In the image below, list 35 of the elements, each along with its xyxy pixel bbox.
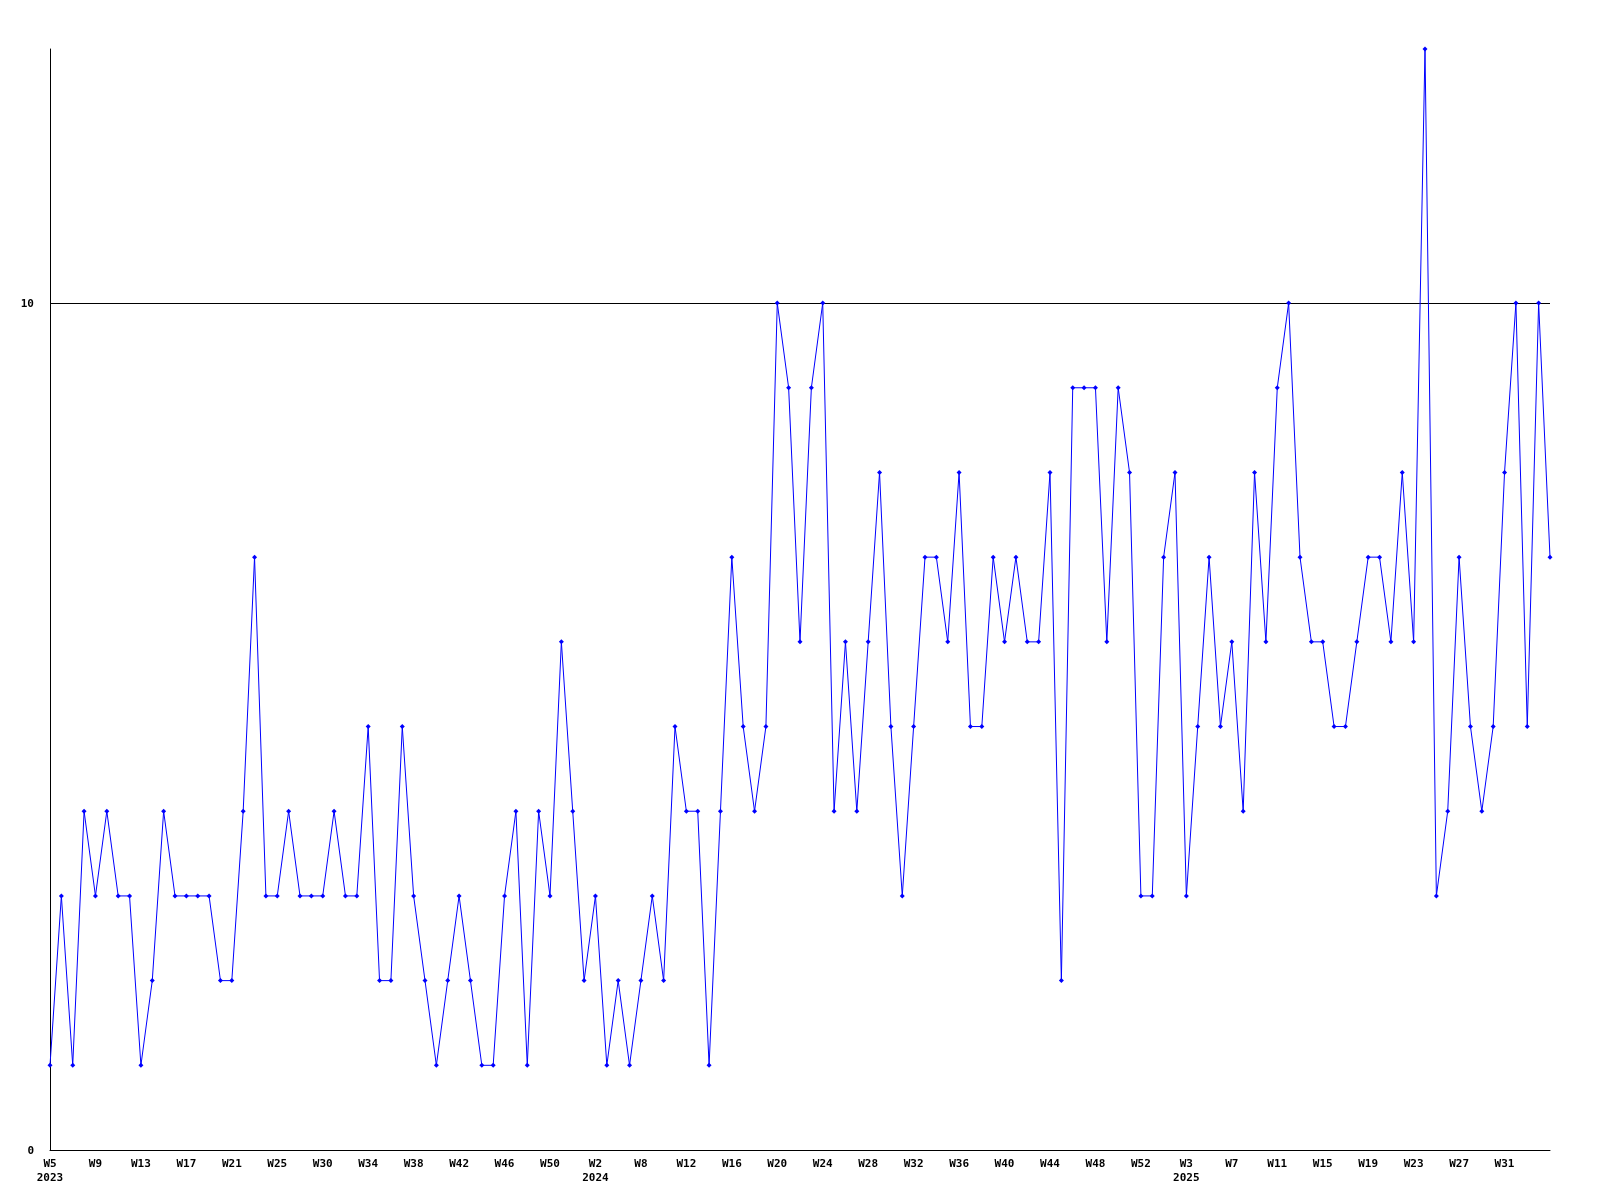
x-tick-label: W9 xyxy=(88,1156,103,1170)
x-tick-label: W3 2025 xyxy=(1173,1156,1200,1184)
x-tick-label: W28 xyxy=(858,1156,879,1170)
x-tick-label: W23 xyxy=(1403,1156,1424,1170)
x-tick-label: W11 xyxy=(1267,1156,1288,1170)
x-tick-label: W48 xyxy=(1085,1156,1106,1170)
x-tick-label: W25 xyxy=(267,1156,288,1170)
x-tick-label: W34 xyxy=(358,1156,379,1170)
x-tick-label: W16 xyxy=(721,1156,743,1170)
x-tick-label: W24 xyxy=(812,1156,834,1170)
x-tick-label: W17 xyxy=(176,1156,197,1170)
x-tick-label: W8 xyxy=(634,1156,648,1170)
x-tick-label: W12 xyxy=(676,1156,697,1170)
x-tick-label: W30 xyxy=(312,1156,333,1170)
x-tick-label: W15 xyxy=(1312,1156,1333,1170)
x-tick-label: W50 xyxy=(540,1156,560,1170)
y-tick-label: 0 xyxy=(27,1143,34,1157)
x-tick-label: W21 xyxy=(221,1156,243,1170)
x-tick-label: W5 2023 xyxy=(36,1156,64,1184)
x-tick-label: W44 xyxy=(1040,1156,1061,1170)
x-tick-label: W40 xyxy=(994,1156,1015,1170)
x-tick-label: W38 xyxy=(403,1156,424,1170)
x-tick-label: W52 xyxy=(1130,1156,1151,1170)
x-tick-label: W19 xyxy=(1358,1156,1379,1170)
x-tick-label: W32 xyxy=(903,1156,924,1170)
x-tick-label: W46 xyxy=(494,1156,515,1170)
y-tick-label: 10 xyxy=(20,296,34,310)
x-tick-label: W36 xyxy=(949,1156,970,1170)
x-tick-label: W27 xyxy=(1449,1156,1470,1170)
x-tick-label: W13 xyxy=(130,1156,151,1170)
x-tick-label: W20 xyxy=(767,1156,788,1170)
x-tick-label: W42 xyxy=(449,1156,470,1170)
x-tick-label: W7 xyxy=(1225,1156,1239,1170)
x-tick-label: W31 xyxy=(1494,1156,1515,1170)
x-tick-label: W2 2024 xyxy=(582,1156,610,1184)
